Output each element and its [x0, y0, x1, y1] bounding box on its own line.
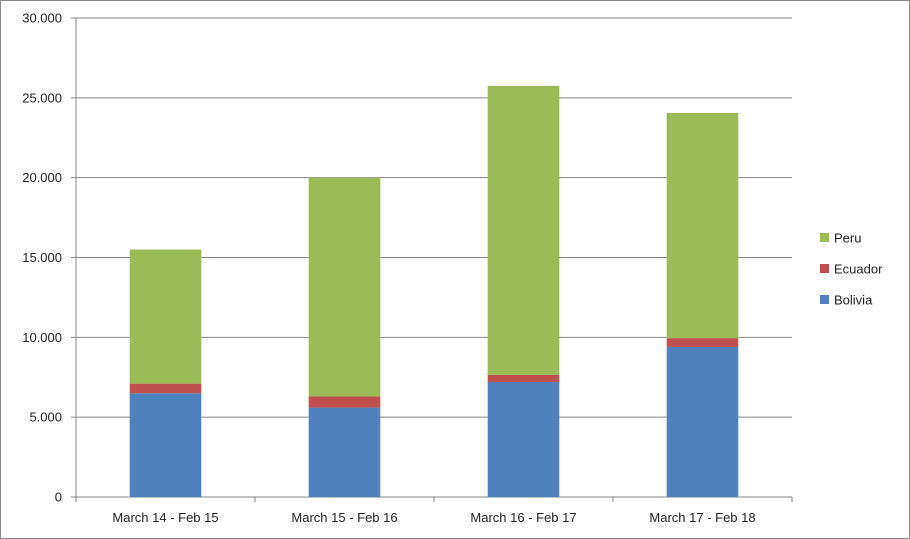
legend-label-bolivia: Bolivia	[834, 293, 873, 308]
bar-bolivia-1	[129, 393, 202, 497]
y-tick-label: 5.000	[29, 410, 62, 425]
bar-peru-1	[129, 249, 202, 384]
x-tick-label: March 16 - Feb 17	[470, 510, 576, 525]
bar-bolivia-3	[487, 382, 560, 497]
y-tick-label: 25.000	[22, 90, 62, 105]
legend-swatch-ecuador	[820, 264, 829, 273]
legend-swatch-peru	[820, 233, 829, 242]
bar-bolivia-2	[308, 407, 381, 497]
bar-peru-3	[487, 85, 560, 375]
legend-label-peru: Peru	[834, 231, 861, 246]
bar-ecuador-1	[129, 383, 202, 394]
bar-peru-4	[666, 113, 739, 339]
x-tick-label: March 17 - Feb 18	[649, 510, 755, 525]
legend-swatch-bolivia	[820, 295, 829, 304]
y-tick-label: 0	[55, 490, 62, 505]
bar-ecuador-4	[666, 338, 739, 347]
legend-label-ecuador: Ecuador	[834, 262, 883, 277]
x-tick-label: March 14 - Feb 15	[112, 510, 218, 525]
bar-ecuador-2	[308, 396, 381, 408]
y-tick-label: 30.000	[22, 11, 62, 26]
bar-bolivia-4	[666, 346, 739, 497]
y-tick-label: 20.000	[22, 170, 62, 185]
bar-peru-2	[308, 177, 381, 397]
x-tick-label: March 15 - Feb 16	[291, 510, 397, 525]
y-tick-label: 10.000	[22, 330, 62, 345]
bar-ecuador-3	[487, 374, 560, 383]
y-tick-label: 15.000	[22, 250, 62, 265]
